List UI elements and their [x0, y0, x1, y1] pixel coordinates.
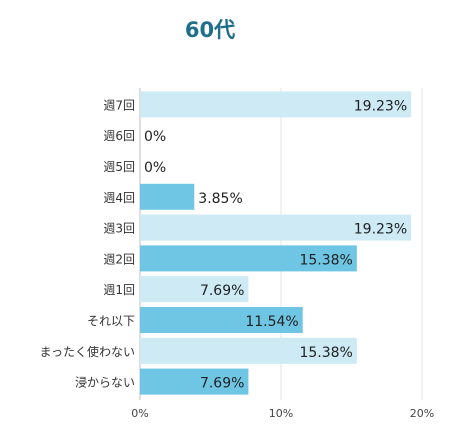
value-label: 19.23%: [354, 222, 407, 238]
x-tick-labels: 0% 10% 20%: [131, 407, 434, 420]
value-label: 7.69%: [200, 283, 244, 299]
category-label: 週5回: [103, 160, 135, 174]
value-label: 3.85%: [198, 191, 242, 207]
category-label: 週2回: [103, 252, 135, 266]
category-label: 週7回: [103, 98, 135, 112]
category-label: 週1回: [103, 283, 135, 297]
bar: [140, 337, 357, 364]
value-label: 15.38%: [299, 345, 352, 361]
value-label: 0%: [144, 129, 166, 145]
value-label: 15.38%: [299, 252, 352, 268]
bar: [140, 276, 249, 303]
bar: [140, 183, 195, 210]
category-label: 浸からない: [75, 376, 135, 390]
bar: [140, 368, 249, 395]
category-label: 週4回: [103, 191, 135, 205]
value-label: 19.23%: [354, 98, 407, 114]
category-label: まったく使わない: [39, 344, 135, 359]
bar: [140, 307, 303, 333]
x-tick-label: 20%: [410, 407, 434, 420]
value-labels: 19.23%0%0%3.85%19.23%15.38%7.69%11.54%15…: [144, 98, 407, 391]
bar: [140, 214, 412, 241]
bars: [140, 91, 412, 395]
chart-title: 60代: [184, 18, 236, 42]
value-label: 7.69%: [200, 376, 244, 392]
category-label: 週3回: [103, 222, 135, 236]
value-label: 0%: [144, 160, 166, 176]
value-label: 11.54%: [245, 314, 298, 330]
bar: [140, 245, 357, 272]
x-tick-label: 10%: [269, 407, 293, 420]
category-label: それ以下: [87, 314, 135, 328]
bar: [140, 91, 412, 118]
category-label: 週6回: [103, 129, 135, 143]
x-tick-label: 0%: [131, 407, 148, 420]
